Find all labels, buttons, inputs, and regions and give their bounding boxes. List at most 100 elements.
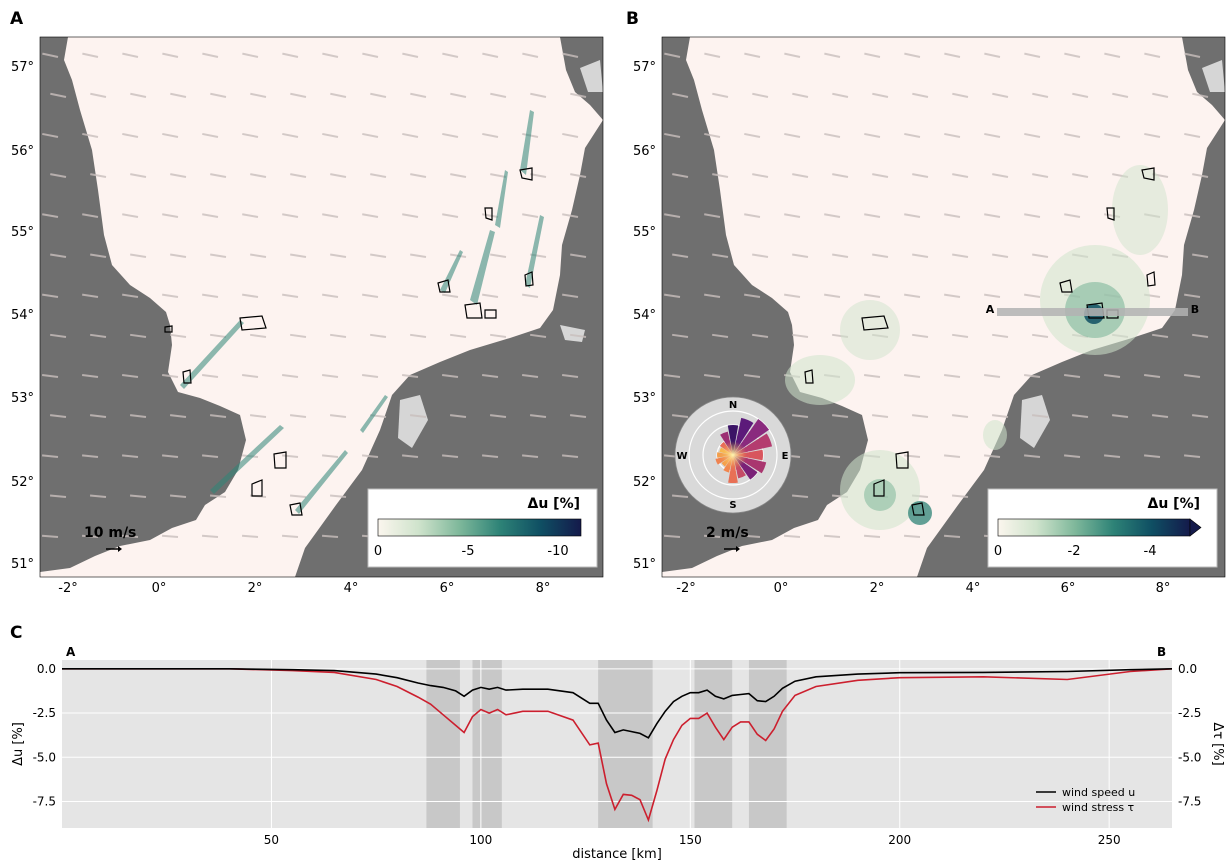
wind-vector: [752, 92, 769, 98]
wind-vector: [672, 333, 689, 338]
wind-vector: [824, 132, 841, 138]
x-tick-label: 100: [469, 833, 492, 847]
wind-vector: [704, 374, 721, 378]
wind-vector: [401, 454, 419, 458]
wind-vector: [752, 173, 769, 178]
series-lines: [62, 667, 1173, 823]
wind-vector: [943, 454, 961, 458]
wind-vector: [89, 494, 107, 498]
wind-vector: [202, 213, 219, 218]
wind-vector: [90, 253, 107, 258]
wind-vector: [1104, 374, 1121, 378]
wind-vector: [824, 52, 841, 58]
wind-vector: [129, 494, 147, 498]
wind-vector: [1072, 92, 1089, 98]
lon-tick-label: 2°: [248, 581, 263, 596]
panel-b-frame: [661, 36, 1226, 578]
y-tick-label: -7.5: [33, 794, 56, 808]
wind-vector: [784, 293, 801, 298]
wind-vector: [1152, 253, 1169, 258]
lat-tick-label: 57°: [11, 60, 34, 75]
wind-vector: [824, 293, 841, 298]
series-line: [62, 667, 1173, 823]
wind-vector: [1064, 213, 1081, 218]
wind-vector: [129, 414, 147, 418]
wind-vector: [282, 213, 299, 218]
wind-vector: [89, 414, 107, 418]
wind-vector: [50, 92, 67, 98]
lon-tick-label: 6°: [1061, 581, 1076, 596]
wind-vector: [832, 92, 849, 98]
wind-vector: [170, 92, 187, 98]
wind-vector: [704, 132, 721, 138]
wind-vector: [671, 414, 689, 418]
rose-petal: [733, 449, 763, 461]
lon-tick-label: -2°: [58, 581, 77, 596]
wind-vector: [872, 92, 889, 98]
wind-vector: [951, 494, 969, 498]
wind-vector: [161, 534, 179, 538]
wind-vector: [442, 213, 459, 218]
y-tick-label-right: -2.5: [1178, 706, 1201, 720]
wind-vector: [562, 374, 579, 378]
compass-north: N: [729, 400, 737, 411]
wind-vector: [1143, 454, 1161, 458]
panel-a-frame: [39, 36, 604, 578]
lon-tick-label: 4°: [966, 581, 981, 596]
wind-vector: [42, 213, 59, 218]
wind-vector: [744, 213, 761, 218]
panel-b-map: [662, 37, 1225, 577]
wind-vector: [944, 213, 961, 218]
wind-vector: [250, 173, 267, 178]
wind-vector: [530, 173, 547, 178]
wind-vector: [570, 92, 587, 98]
wind-vector: [49, 494, 67, 498]
colorbar-title: Δu [%]: [528, 496, 581, 512]
wind-vector: [410, 333, 427, 338]
wind-vector: [410, 92, 427, 98]
lon-tick-label: -2°: [676, 581, 695, 596]
wind-vector: [42, 132, 59, 138]
y-tick-label-right: 0.0: [1178, 662, 1197, 676]
lat-axis: 57° 56° 55° 54° 53° 52° 51°: [11, 60, 34, 572]
wind-vector: [329, 414, 347, 418]
wind-vector: [442, 293, 459, 298]
wind-vectors: [663, 52, 1209, 538]
wind-vector: [1024, 52, 1041, 58]
wind-vector: [1024, 132, 1041, 138]
wind-vector: [1032, 253, 1049, 258]
wind-vector: [250, 92, 267, 98]
wind-vector: [321, 534, 339, 538]
colorbar-tick-label: -2: [1068, 544, 1081, 559]
wind-vector: [1144, 374, 1161, 378]
ijsselmeer: [398, 395, 428, 448]
lon-tick-label: 6°: [440, 581, 455, 596]
wind-vector: [984, 132, 1001, 138]
wind-vector: [42, 374, 59, 378]
wind-vector: [664, 132, 681, 138]
wind-vector: [792, 92, 809, 98]
wind-vector: [664, 52, 681, 58]
wind-vector: [744, 52, 761, 58]
wind-vector: [664, 293, 681, 298]
wind-vector: [442, 52, 459, 58]
wind-vector: [290, 333, 307, 338]
panel-b: B: [626, 9, 1226, 596]
wind-vector: [130, 333, 147, 338]
wind-vector: [82, 293, 99, 298]
lat-tick-label: 57°: [633, 60, 656, 75]
wadden-sea: [560, 325, 585, 342]
wind-vector: [242, 374, 259, 378]
wind-vector: [744, 293, 761, 298]
wind-vector: [791, 494, 809, 498]
wind-vector: [402, 132, 419, 138]
wind-farm-wakes: [180, 110, 544, 514]
wind-vector: [1192, 253, 1209, 258]
wind-vector: [402, 293, 419, 298]
wind-vector: [490, 333, 507, 338]
wind-vector: [130, 253, 147, 258]
wind-vector: [282, 52, 299, 58]
wind-vector: [442, 132, 459, 138]
wind-vector: [82, 52, 99, 58]
wind-vector: [704, 52, 721, 58]
